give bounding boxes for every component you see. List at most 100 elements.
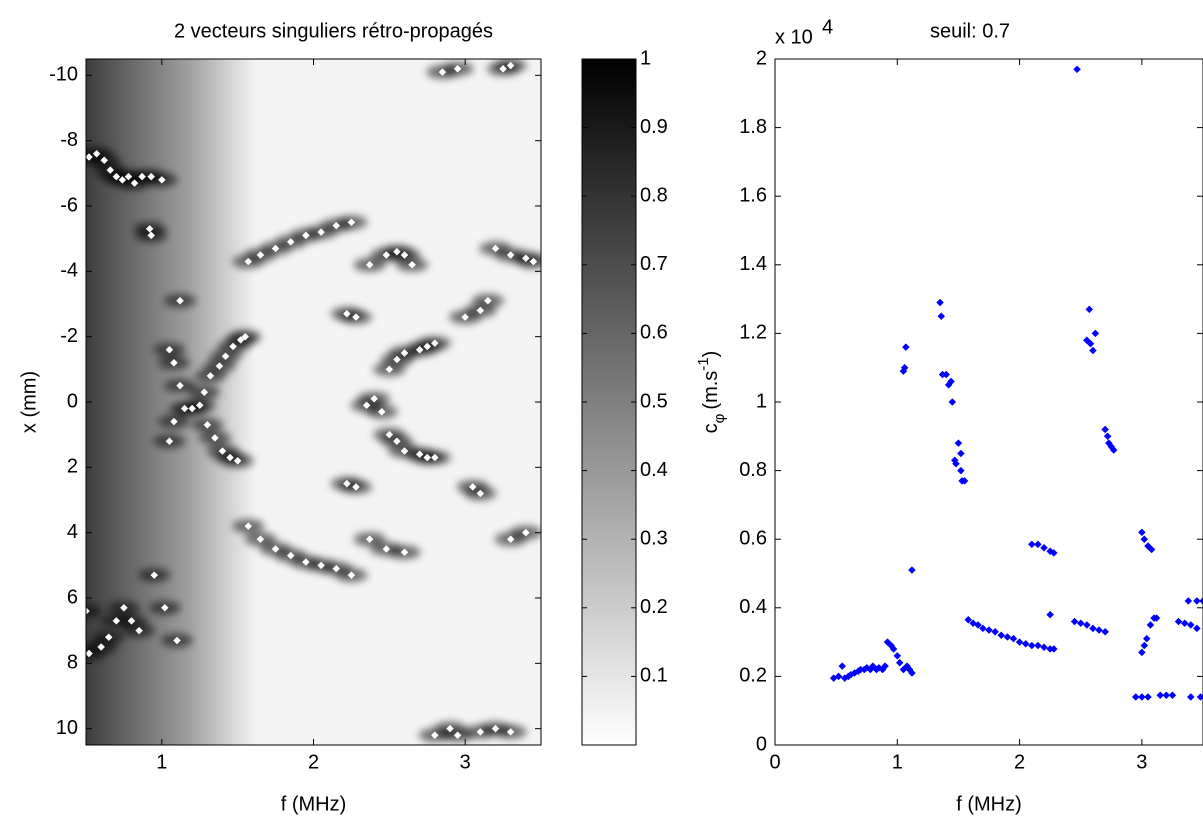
point xyxy=(256,251,265,259)
point xyxy=(86,607,90,615)
y-tick-label: 8 xyxy=(67,652,78,674)
point xyxy=(1103,432,1112,441)
point xyxy=(468,483,477,491)
point xyxy=(1186,693,1195,701)
point xyxy=(161,603,169,612)
point xyxy=(1091,329,1100,338)
point xyxy=(1138,648,1146,657)
point xyxy=(1040,543,1048,552)
colorbar-tick-label: 0.9 xyxy=(640,116,668,138)
point xyxy=(1046,610,1054,619)
point xyxy=(453,731,462,740)
point xyxy=(1142,634,1151,643)
point xyxy=(476,306,485,315)
point xyxy=(124,172,133,181)
axis-exponent: x 10 xyxy=(775,26,813,48)
point xyxy=(1027,641,1036,650)
point xyxy=(908,566,916,574)
point xyxy=(332,564,341,573)
point xyxy=(1186,621,1195,629)
point xyxy=(838,662,847,670)
point xyxy=(244,257,253,266)
y-tick-label: 0.2 xyxy=(739,665,767,687)
point xyxy=(506,728,515,736)
point xyxy=(352,483,360,491)
point xyxy=(1140,535,1149,544)
point xyxy=(400,251,409,259)
point xyxy=(400,349,409,357)
point xyxy=(244,522,253,530)
point xyxy=(1085,305,1094,314)
point xyxy=(1089,624,1097,633)
point xyxy=(229,342,237,351)
point xyxy=(979,624,987,633)
point xyxy=(506,535,515,544)
point xyxy=(415,345,424,354)
point xyxy=(233,456,242,465)
point xyxy=(881,662,889,670)
colorbar-tick-label: 0.6 xyxy=(640,322,668,344)
point xyxy=(317,561,325,570)
point xyxy=(1199,597,1203,605)
y-tick-label: 6 xyxy=(67,586,78,608)
y-tick-label: 0 xyxy=(67,390,78,412)
point xyxy=(1101,425,1110,434)
points xyxy=(86,61,538,740)
point xyxy=(954,439,963,448)
y-axis-label: cφ (m.s-1) xyxy=(695,351,728,434)
point xyxy=(1138,693,1146,701)
point xyxy=(1034,641,1042,650)
point xyxy=(1109,446,1118,454)
point xyxy=(147,231,156,240)
point xyxy=(271,545,280,553)
point xyxy=(100,156,109,165)
point xyxy=(408,260,416,269)
colorbar-tick-label: 0.2 xyxy=(640,596,668,618)
point xyxy=(499,64,507,73)
point xyxy=(948,398,957,406)
point xyxy=(104,633,113,642)
point xyxy=(1140,641,1149,650)
y-tick-label: -6 xyxy=(60,194,78,216)
point xyxy=(256,535,265,544)
point xyxy=(221,352,230,361)
point xyxy=(1003,633,1012,641)
colorbar-tick-label: 1 xyxy=(640,47,651,69)
point xyxy=(150,571,159,579)
point xyxy=(382,251,391,259)
point xyxy=(889,645,898,653)
point xyxy=(385,430,394,439)
point xyxy=(1193,597,1201,605)
point xyxy=(97,643,106,651)
ridge-shadow xyxy=(86,604,102,619)
axes-background xyxy=(775,59,1203,745)
point xyxy=(377,407,386,416)
point xyxy=(130,179,139,187)
point xyxy=(145,225,154,233)
point xyxy=(1086,339,1095,348)
point xyxy=(521,528,530,537)
x-tick-label: 1 xyxy=(156,751,167,773)
point xyxy=(352,313,360,321)
point xyxy=(1162,691,1171,700)
point xyxy=(236,336,245,344)
point xyxy=(176,296,184,305)
y-tick-label: -8 xyxy=(60,129,78,151)
colorbar-tick-label: 0.5 xyxy=(640,390,668,412)
point xyxy=(529,257,538,266)
point xyxy=(241,332,250,341)
point xyxy=(491,724,500,733)
point xyxy=(936,298,944,307)
y-tick-label: 2 xyxy=(756,47,767,69)
point xyxy=(423,342,432,351)
point xyxy=(957,466,965,475)
point xyxy=(1073,65,1081,74)
point xyxy=(893,651,902,660)
point xyxy=(1089,346,1097,355)
colorbar xyxy=(581,58,637,746)
x-axis-label: f (MHz) xyxy=(281,793,347,815)
points xyxy=(829,65,1203,701)
point xyxy=(157,176,166,184)
point xyxy=(423,453,432,462)
y-tick-label: 0 xyxy=(756,733,767,755)
